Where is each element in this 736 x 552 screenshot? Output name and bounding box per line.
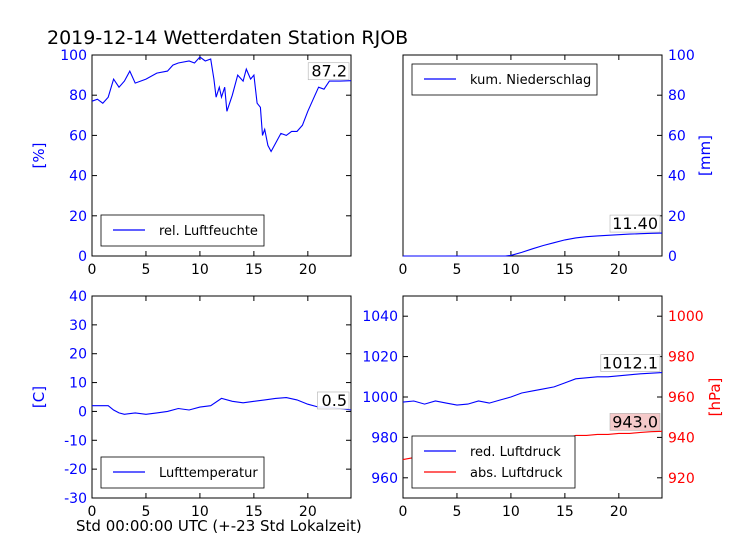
bottom-right-ytick-label: 1000 [362, 390, 398, 406]
bottom-left-ytick-label: -10 [64, 433, 87, 449]
top-right-xtick-label: 5 [452, 262, 461, 278]
bottom-left-ytick-label: -20 [64, 462, 87, 478]
bottom-right-xtick-label: 20 [610, 504, 628, 520]
bottom-left-ytick-label: -30 [64, 491, 87, 507]
top-left-last-value-box [307, 62, 350, 81]
bottom-left-legend-label: Lufttemperatur [159, 466, 258, 481]
top-right-ytick-label: 60 [668, 128, 686, 144]
top-left-legend-box [100, 214, 265, 247]
bottom-left-xtick-label: 20 [299, 504, 317, 520]
bottom-left-xtick-label: 10 [191, 504, 209, 520]
bottom-right-ytick-label: 1000 [668, 309, 704, 325]
bottom-right-ytick-label: 960 [668, 390, 695, 406]
bottom-right-ylabel: [hPa] [706, 378, 724, 417]
bottom-left-ytick-label: 0 [78, 404, 87, 420]
top-right-ytick-label: 80 [668, 88, 686, 104]
top-right-xtick-label: 0 [399, 262, 408, 278]
top-left-frame [91, 54, 352, 257]
top-left-xtick-label: 10 [191, 262, 209, 278]
top-left-ytick-label: 20 [69, 209, 87, 225]
bottom-right-xtick-label: 0 [399, 504, 408, 520]
bottom-left-series-line [92, 397, 352, 415]
bottom-right-last-value: 943.0 [612, 412, 658, 431]
top-left-legend-label: rel. Luftfeuchte [159, 224, 258, 239]
bottom-left-ytick-label: 30 [69, 318, 87, 334]
top-left-ytick-label: 80 [69, 88, 87, 104]
bottom-right-ytick-label: 980 [371, 430, 398, 446]
top-left-ytick-label: 40 [69, 169, 87, 185]
bottom-right-ytick-label: 980 [668, 350, 695, 366]
top-left-ytick-label: 60 [69, 128, 87, 144]
top-right-ytick-label: 0 [668, 249, 677, 265]
top-right-ylabel: [mm] [696, 135, 714, 176]
top-left-ytick-label: 0 [78, 249, 87, 265]
bottom-right-xtick-label: 10 [502, 504, 520, 520]
top-left-series-line [91, 56, 352, 153]
bottom-right-legend-label: red. Luftdruck [470, 445, 561, 460]
bottom-right-ytick-label: 940 [668, 430, 695, 446]
bottom-right-last-value: 1012.1 [602, 354, 658, 373]
bottom-left-xtick-label: 15 [245, 504, 263, 520]
top-right-legend-label: kum. Niederschlag [470, 73, 591, 88]
top-left-xtick-label: 0 [88, 262, 97, 278]
bottom-right-xtick-label: 5 [452, 504, 461, 520]
top-right-last-value: 11.40 [612, 214, 658, 233]
bottom-left-ytick-label: 20 [69, 347, 87, 363]
top-left-ytick-label: 100 [60, 48, 87, 64]
top-left-xtick-label: 15 [245, 262, 263, 278]
bottom-right-series-line [402, 372, 663, 406]
top-right-ytick-label: 40 [668, 169, 686, 185]
bottom-right-legend-label: abs. Luftdruck [470, 466, 563, 481]
top-left-ylabel: [%] [30, 143, 48, 169]
bottom-left-xtick-label: 0 [88, 504, 97, 520]
top-right-ytick-label: 100 [668, 48, 695, 64]
bottom-left-last-value: 0.5 [322, 391, 347, 410]
top-right-ytick-label: 20 [668, 209, 686, 225]
top-left-last-value: 87.2 [311, 62, 347, 81]
top-right-xtick-label: 15 [556, 262, 574, 278]
top-right-series-line [403, 232, 663, 257]
top-right-frame [402, 54, 663, 257]
bottom-right-ytick-label: 960 [371, 471, 398, 487]
bottom-right-ytick-label: 1040 [362, 309, 398, 325]
bottom-left-ytick-label: 40 [69, 289, 87, 305]
top-left-xtick-label: 5 [141, 262, 150, 278]
bottom-left-ylabel: [C] [30, 386, 48, 408]
bottom-left-xtick-label: 5 [141, 504, 150, 520]
bottom-right-ytick-label: 1020 [362, 350, 398, 366]
top-left-xtick-label: 20 [299, 262, 317, 278]
x-axis-label: Std 00:00:00 UTC (+-23 Std Lokalzeit) [76, 517, 362, 535]
bottom-right-xtick-label: 15 [556, 504, 574, 520]
top-right-xtick-label: 20 [610, 262, 628, 278]
top-right-xtick-label: 10 [502, 262, 520, 278]
bottom-left-last-value-box [317, 391, 350, 410]
bottom-right-last-value-box [609, 413, 661, 431]
top-right-last-value-box [609, 214, 661, 233]
bottom-right-legend-box [411, 435, 576, 489]
chart-title: 2019-12-14 Wetterdaten Station RJOB [47, 27, 408, 49]
bottom-right-ytick-label: 920 [668, 471, 695, 487]
bottom-right-last-value-box [600, 354, 661, 372]
bottom-left-ytick-label: 10 [69, 376, 87, 392]
bottom-left-frame [91, 295, 352, 499]
